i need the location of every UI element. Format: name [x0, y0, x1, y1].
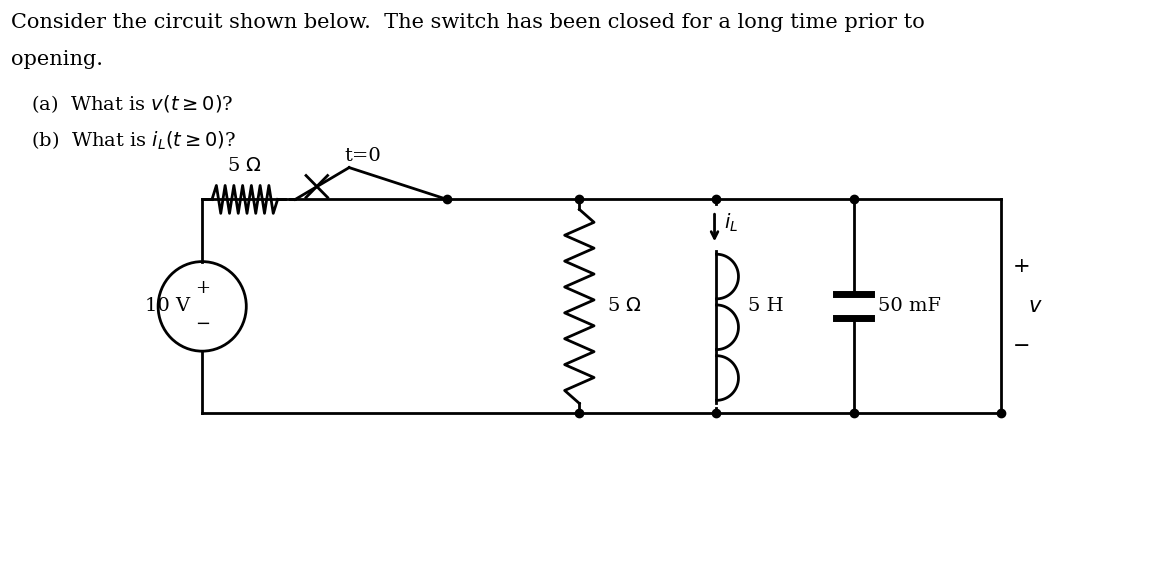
Text: 5 H: 5 H [748, 297, 783, 315]
Text: −: − [195, 315, 210, 333]
Text: opening.: opening. [12, 50, 103, 69]
Text: 10 V: 10 V [145, 297, 191, 315]
Text: 5 $\Omega$: 5 $\Omega$ [228, 157, 263, 174]
Text: Consider the circuit shown below.  The switch has been closed for a long time pr: Consider the circuit shown below. The sw… [12, 14, 925, 32]
Text: t=0: t=0 [344, 147, 381, 165]
Text: $v$: $v$ [1028, 297, 1042, 316]
Text: +: + [195, 280, 209, 297]
Text: 50 mF: 50 mF [878, 297, 941, 315]
Text: (a)  What is $v(t \geq 0)$?: (a) What is $v(t \geq 0)$? [30, 93, 234, 115]
Text: (b)  What is $i_L(t \geq 0)$?: (b) What is $i_L(t \geq 0)$? [30, 130, 236, 152]
Text: −: − [1012, 337, 1030, 356]
Text: +: + [1012, 257, 1030, 276]
Text: 5 $\Omega$: 5 $\Omega$ [607, 297, 641, 315]
Text: $i_L$: $i_L$ [724, 212, 739, 233]
